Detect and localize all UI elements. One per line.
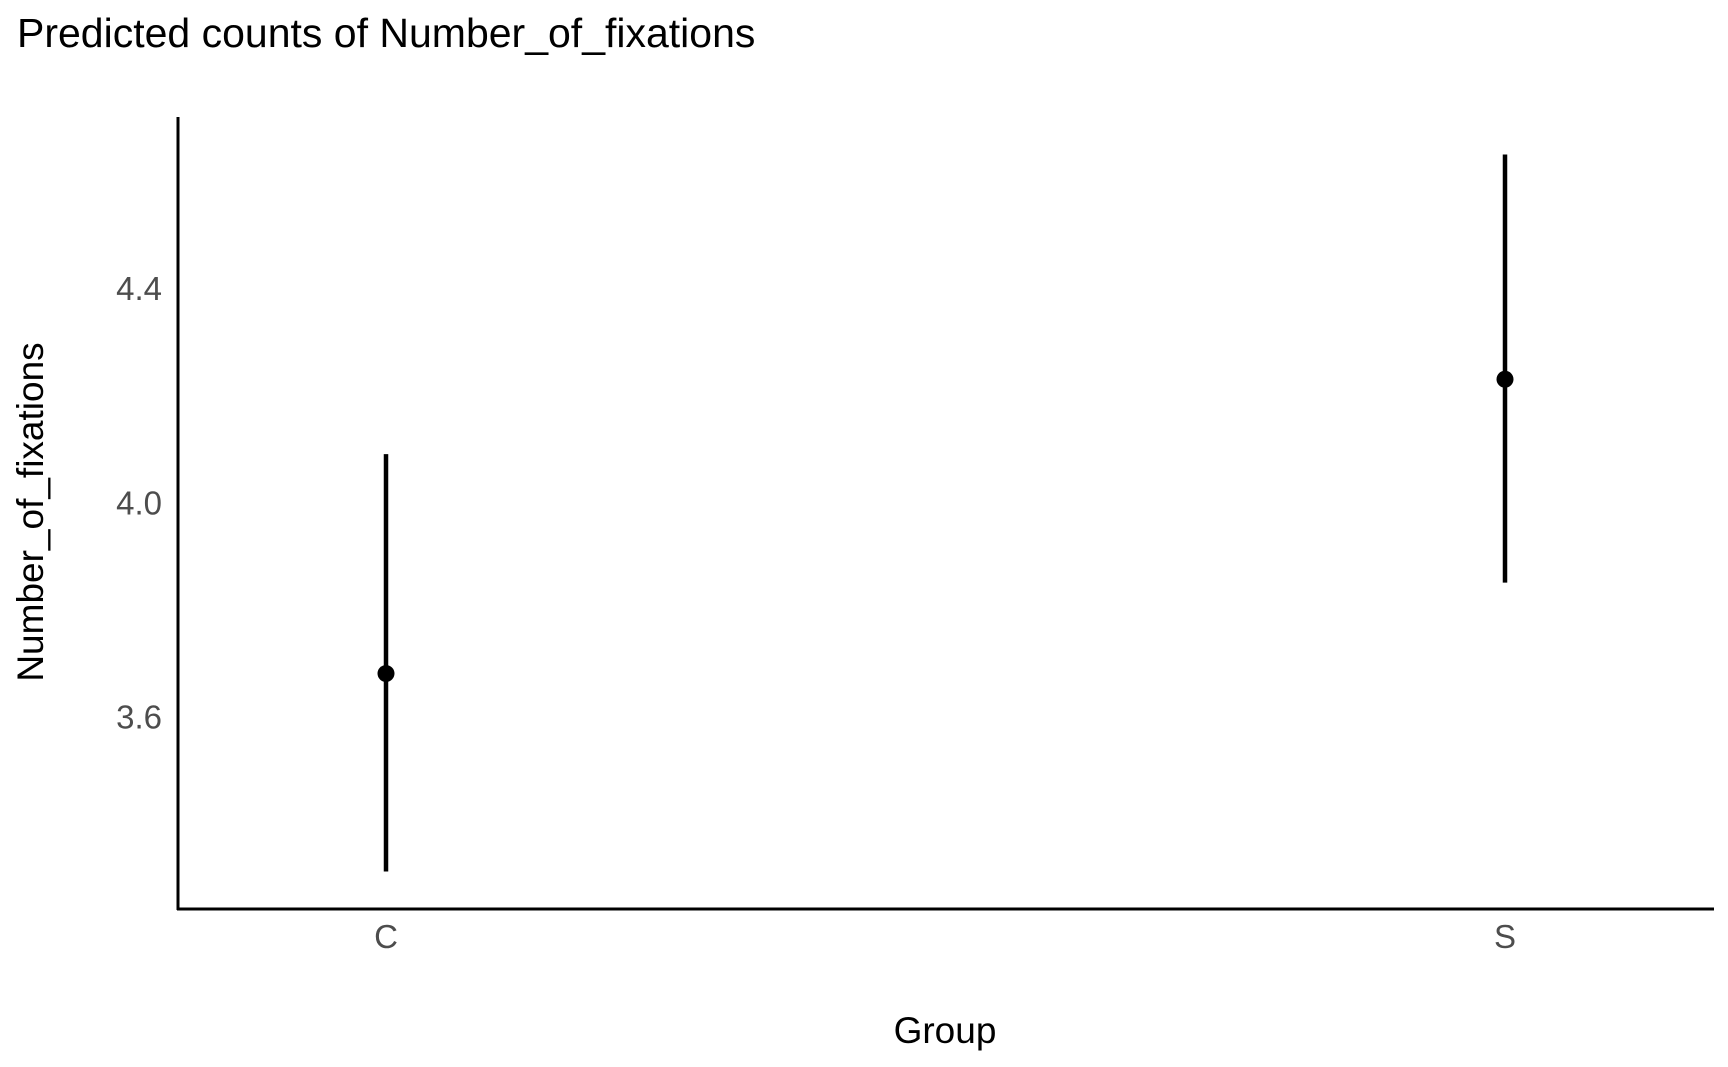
y-tick-label: 4.4 [116, 270, 162, 307]
chart-title: Predicted counts of Number_of_fixations [17, 10, 755, 56]
point-c [377, 665, 395, 683]
y-axis-title: Number_of_fixations [10, 342, 51, 681]
axes [176, 117, 1714, 911]
y-tick-label: 4.0 [116, 484, 162, 521]
x-axis-title: Group [894, 1010, 997, 1051]
x-tick-label: C [374, 918, 398, 955]
y-ticks: 3.6 4.0 4.4 [116, 270, 162, 735]
y-tick-label: 3.6 [116, 698, 162, 735]
point-s [1496, 370, 1514, 388]
x-tick-label: S [1494, 918, 1516, 955]
marks [377, 154, 1514, 872]
